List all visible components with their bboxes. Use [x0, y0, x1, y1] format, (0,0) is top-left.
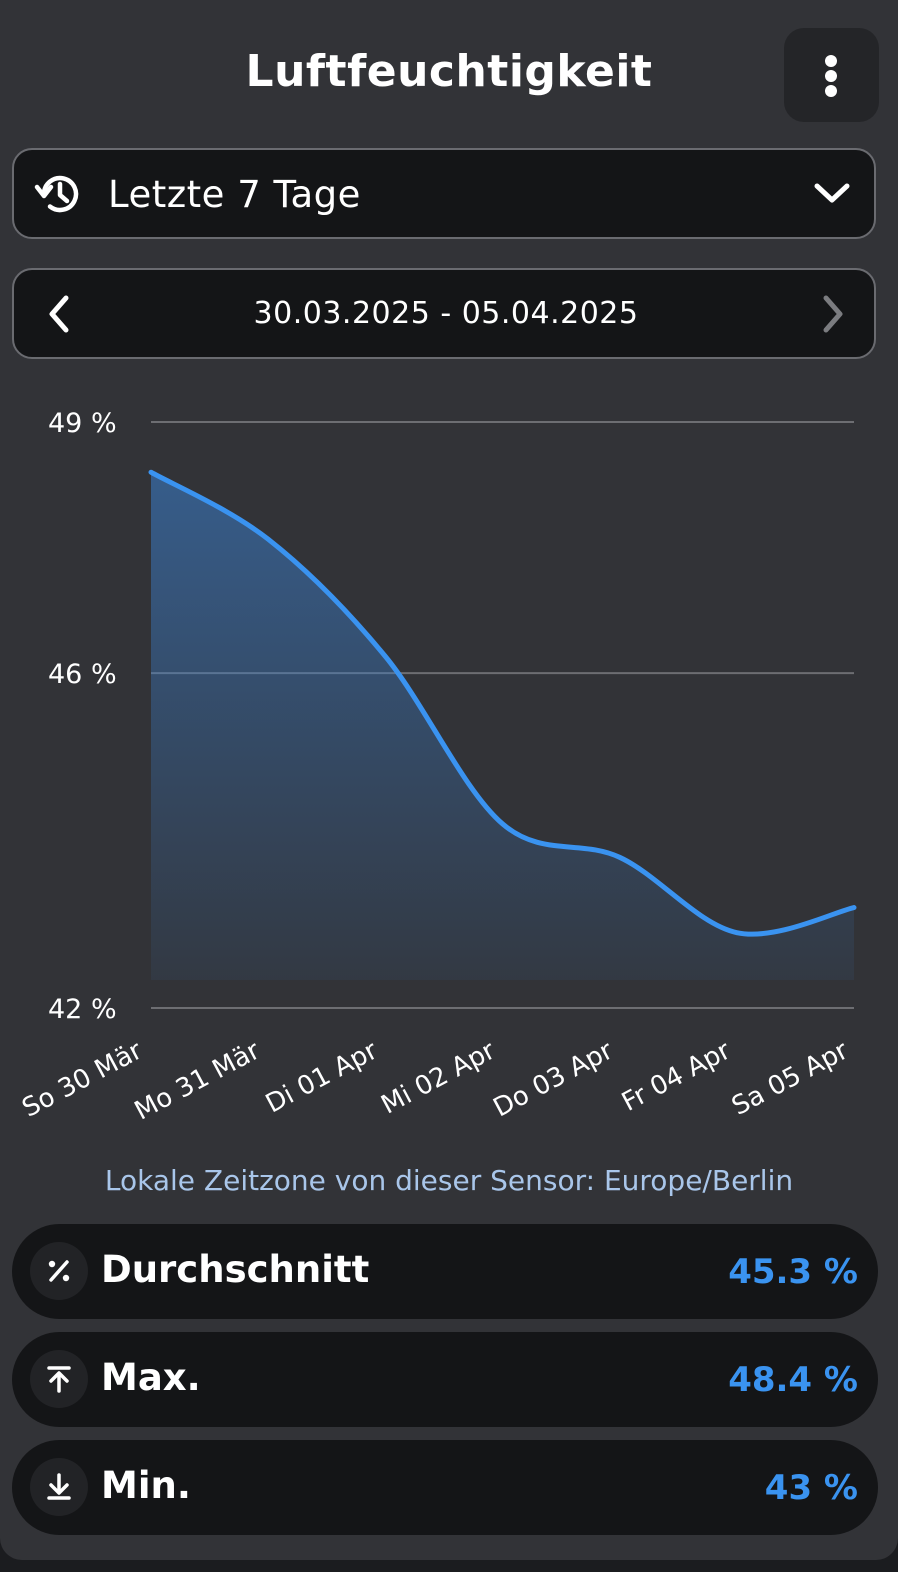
x-tick-label: Mi 02 Apr [376, 1036, 500, 1121]
x-tick-label: Mo 31 Mär [130, 1036, 265, 1127]
y-tick-label: 46 % [48, 659, 117, 690]
stat-value: 45.3 % [728, 1252, 858, 1292]
date-range-label: 30.03.2025 - 05.04.2025 [253, 296, 639, 331]
date-range-navigator: 30.03.2025 - 05.04.2025 [12, 268, 876, 359]
stat-label: Min. [101, 1464, 191, 1507]
time-range-select[interactable]: Letzte 7 Tage [12, 148, 876, 239]
history-icon [34, 168, 86, 224]
y-tick-label: 42 % [48, 994, 117, 1025]
time-range-label: Letzte 7 Tage [108, 173, 361, 216]
x-tick-label: Do 03 Apr [489, 1036, 619, 1124]
stat-min: Min. 43 % [12, 1440, 878, 1535]
stat-value: 43 % [764, 1468, 858, 1508]
page-title: Luftfeuchtigkeit [245, 46, 653, 97]
stat-max: Max. 48.4 % [12, 1332, 878, 1427]
y-tick-label: 49 % [48, 408, 117, 439]
chevron-right-icon[interactable] [816, 292, 850, 340]
max-upload-icon [30, 1350, 88, 1408]
timezone-note: Lokale Zeitzone von dieser Sensor: Europ… [104, 1164, 794, 1197]
x-tick-label: So 30 Mär [17, 1036, 147, 1124]
stat-label: Durchschnitt [101, 1248, 370, 1291]
chart-area-fill [151, 472, 854, 980]
percent-icon [30, 1242, 88, 1300]
stat-label: Max. [101, 1356, 201, 1399]
chevron-left-icon[interactable] [42, 292, 76, 340]
chart-series-line [148, 469, 857, 937]
min-download-icon [30, 1458, 88, 1516]
x-tick-label: Di 01 Apr [261, 1036, 383, 1120]
x-tick-label: Sa 05 Apr [727, 1036, 854, 1122]
chevron-down-icon [812, 178, 852, 212]
more-options-button[interactable] [784, 28, 879, 122]
stat-average: Durchschnitt 45.3 % [12, 1224, 878, 1319]
stat-value: 48.4 % [728, 1360, 858, 1400]
x-tick-label: Fr 04 Apr [617, 1036, 736, 1118]
